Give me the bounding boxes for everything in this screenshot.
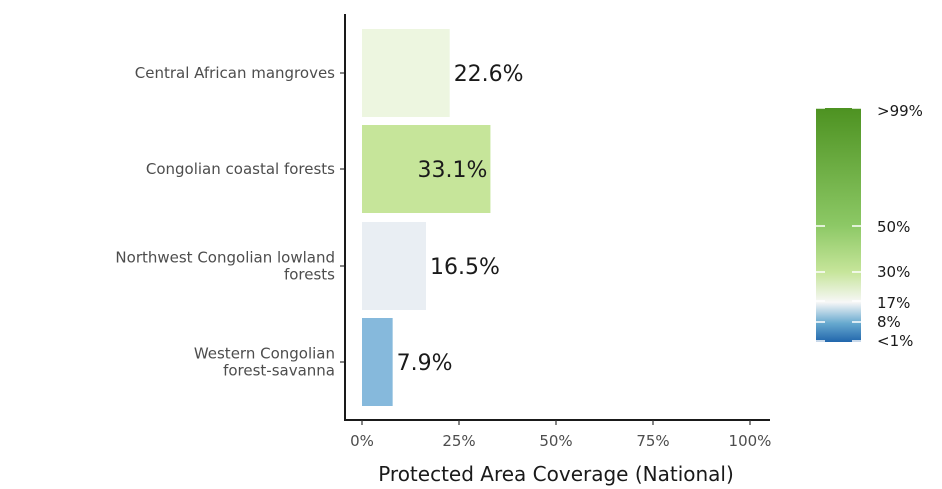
bar-1 xyxy=(362,29,450,117)
y-category-label-1: Central African mangroves xyxy=(135,64,335,82)
colorbar-label-5: 8% xyxy=(877,313,901,331)
y-category-label-3: Northwest Congolian lowland forests xyxy=(115,249,335,284)
colorbar-label-4: 17% xyxy=(877,294,910,312)
colorbar-legend: >99% 50% 30% 17%8%<1% xyxy=(816,102,923,350)
bar-value-labels: 22.6% 33.1% 16.5% 7.9% xyxy=(397,62,524,376)
x-tick-label-2: 25% xyxy=(442,432,475,450)
x-axis: 0% 25% 50% 75% 100% xyxy=(344,419,772,450)
y-category-label-4: Western Congolian forest-savanna xyxy=(194,345,335,380)
x-tick-label-4: 75% xyxy=(636,432,669,450)
colorbar-label-6: <1% xyxy=(877,332,913,350)
bar-2 xyxy=(362,125,491,213)
bar-value-label-4: 7.9% xyxy=(397,351,453,376)
colorbar xyxy=(816,108,861,342)
colorbar-label-2: 50% xyxy=(877,218,910,236)
y-axis: Central African mangroves Congolian coast… xyxy=(115,14,346,420)
x-axis-title: Protected Area Coverage (National) xyxy=(378,462,734,486)
bars-group xyxy=(362,29,491,406)
bar-4 xyxy=(362,318,393,406)
bar-value-label-2: 33.1% xyxy=(418,158,488,183)
x-tick-label-1: 0% xyxy=(350,432,374,450)
colorbar-label-1: >99% xyxy=(877,102,923,120)
y-category-label-2: Congolian coastal forests xyxy=(146,160,335,178)
bar-3 xyxy=(362,222,427,310)
bar-value-label-1: 22.6% xyxy=(454,62,524,87)
x-tick-label-5: 100% xyxy=(729,432,772,450)
x-tick-label-3: 50% xyxy=(539,432,572,450)
bar-value-label-3: 16.5% xyxy=(430,255,500,280)
colorbar-label-3: 30% xyxy=(877,263,910,281)
